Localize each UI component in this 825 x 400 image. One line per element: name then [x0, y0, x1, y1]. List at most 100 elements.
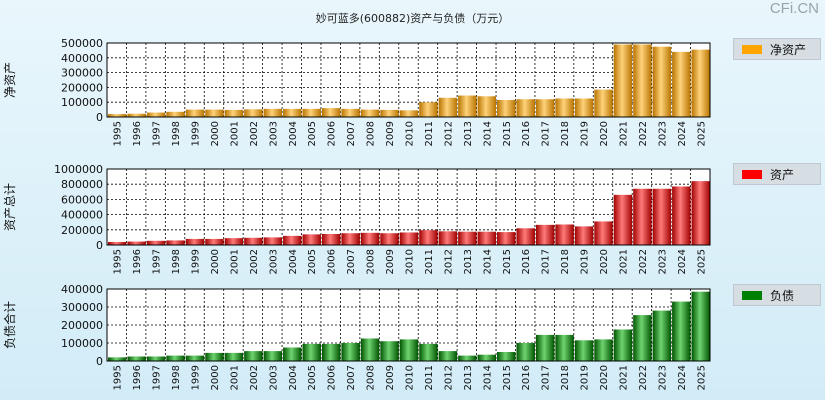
x-tick-label-liabilities: 1995	[113, 365, 124, 390]
bar-net-assets-2018	[555, 98, 574, 117]
x-tick-label-liabilities: 2007	[346, 365, 357, 390]
x-tick-label-assets: 2008	[366, 249, 377, 274]
x-tick-label-liabilities: 2006	[327, 365, 338, 390]
bar-assets-1995	[108, 241, 127, 245]
bar-assets-2003	[263, 237, 283, 245]
x-tick-label-assets: 2016	[521, 249, 532, 274]
bar-liabilities-2011	[419, 343, 438, 361]
y-tick-label-assets: 600000	[61, 193, 103, 206]
bar-assets-2025	[691, 181, 710, 245]
y-tick-label-assets: 200000	[61, 224, 103, 237]
bar-liabilities-1998	[166, 355, 185, 361]
x-tick-label-liabilities: 2002	[249, 365, 260, 390]
x-tick-label-liabilities: 2000	[210, 365, 221, 390]
x-tick-label-net-assets: 2008	[366, 121, 377, 146]
legend-swatch-liabilities	[742, 290, 762, 300]
bar-liabilities-2006	[321, 343, 341, 361]
bar-net-assets-1995	[108, 114, 127, 117]
bar-assets-1996	[127, 241, 146, 245]
bar-assets-2008	[360, 232, 380, 245]
bar-net-assets-2015	[497, 99, 516, 117]
x-tick-label-net-assets: 2021	[618, 121, 629, 146]
bar-net-assets-2012	[438, 97, 458, 117]
x-tick-label-net-assets: 2015	[502, 121, 513, 146]
y-axis-label-liabilities: 负债合计	[2, 301, 17, 349]
x-tick-label-liabilities: 2010	[405, 365, 416, 390]
bar-liabilities-1999	[185, 355, 205, 361]
y-tick-label-net-assets: 400000	[61, 52, 103, 65]
bar-liabilities-1995	[108, 357, 127, 361]
bar-liabilities-1996	[127, 356, 146, 361]
x-tick-label-assets: 2012	[443, 249, 454, 274]
bar-assets-2018	[555, 224, 574, 245]
bar-liabilities-2024	[672, 301, 691, 361]
bar-liabilities-2022	[633, 315, 652, 361]
x-tick-label-assets: 2017	[541, 249, 552, 274]
x-tick-label-net-assets: 1996	[132, 121, 143, 146]
legend-liabilities: 负债	[733, 284, 821, 306]
x-tick-label-net-assets: 2007	[346, 121, 357, 146]
x-tick-label-assets: 2022	[638, 249, 649, 274]
bar-assets-2024	[672, 186, 691, 245]
x-tick-label-assets: 2004	[288, 249, 299, 274]
x-tick-label-assets: 2002	[249, 249, 260, 274]
x-tick-label-assets: 2021	[618, 249, 629, 274]
plot-frame-liabilities	[106, 288, 711, 362]
bar-net-assets-2005	[302, 108, 321, 117]
bar-assets-2015	[497, 232, 516, 245]
bar-liabilities-2025	[691, 291, 710, 361]
bar-assets-2013	[458, 231, 477, 245]
x-tick-label-net-assets: 2002	[249, 121, 260, 146]
bar-net-assets-2025	[691, 49, 710, 117]
bar-net-assets-2006	[321, 108, 341, 117]
bar-net-assets-1997	[146, 112, 166, 117]
x-tick-label-net-assets: 1999	[191, 121, 202, 146]
bar-net-assets-2013	[458, 95, 477, 117]
x-tick-label-net-assets: 2005	[307, 121, 318, 146]
y-tick-label-assets: 0	[96, 239, 103, 252]
x-tick-label-liabilities: 2016	[521, 365, 532, 390]
bar-net-assets-2022	[633, 44, 652, 118]
x-tick-label-liabilities: 2004	[288, 365, 299, 390]
x-tick-label-liabilities: 2005	[307, 365, 318, 390]
x-tick-label-liabilities: 1998	[171, 365, 182, 390]
x-tick-label-assets: 2013	[463, 249, 474, 274]
bar-liabilities-2003	[263, 351, 283, 361]
bar-net-assets-2020	[594, 89, 613, 117]
bar-assets-2002	[244, 237, 263, 245]
x-tick-label-liabilities: 2018	[560, 365, 571, 390]
x-tick-label-liabilities: 1999	[191, 365, 202, 390]
x-tick-label-net-assets: 2003	[268, 121, 279, 146]
bar-net-assets-1999	[185, 109, 205, 117]
x-tick-label-assets: 1998	[171, 249, 182, 274]
x-tick-label-net-assets: 2012	[443, 121, 454, 146]
x-tick-label-assets: 1999	[191, 249, 202, 274]
bar-net-assets-2000	[205, 109, 224, 117]
chart-title: 妙可蓝多(600882)资产与负债（万元）	[315, 12, 510, 25]
bar-liabilities-2004	[283, 347, 302, 361]
x-tick-label-liabilities: 1996	[132, 365, 143, 390]
y-tick-label-net-assets: 200000	[61, 81, 103, 94]
legend-label-liabilities: 负债	[770, 288, 795, 303]
x-tick-label-assets: 2001	[229, 249, 240, 274]
bar-net-assets-2007	[341, 108, 360, 117]
bar-assets-2019	[574, 226, 594, 245]
x-tick-label-net-assets: 1997	[152, 121, 163, 146]
x-tick-label-liabilities: 2021	[618, 365, 629, 390]
x-tick-label-assets: 2020	[599, 249, 610, 274]
bar-liabilities-2012	[438, 351, 458, 361]
x-tick-label-assets: 2015	[502, 249, 513, 274]
x-tick-label-assets: 2019	[580, 249, 591, 274]
bar-liabilities-2000	[205, 352, 224, 361]
bar-net-assets-2004	[283, 108, 302, 117]
x-tick-label-liabilities: 2022	[638, 365, 649, 390]
bar-assets-1999	[185, 238, 205, 245]
bar-net-assets-2008	[360, 109, 380, 117]
y-axis-label-net-assets: 净资产	[3, 62, 17, 98]
bar-liabilities-2019	[574, 340, 594, 361]
bar-net-assets-2010	[399, 110, 419, 117]
bar-net-assets-2021	[613, 44, 633, 118]
legend-swatch-net-assets	[742, 44, 762, 54]
x-tick-label-net-assets: 2004	[288, 121, 299, 146]
x-tick-label-net-assets: 2018	[560, 121, 571, 146]
